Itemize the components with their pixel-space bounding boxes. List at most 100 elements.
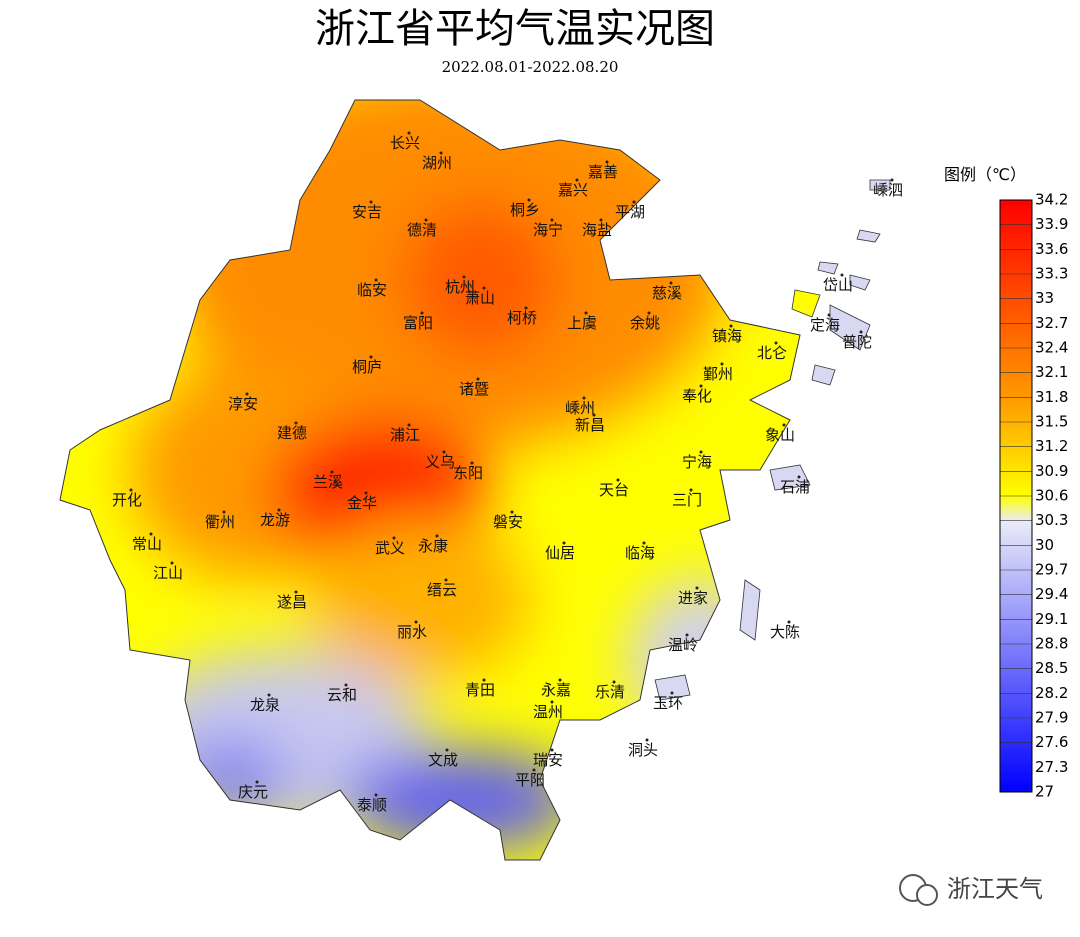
legend-swatch	[1000, 241, 1032, 245]
legend-swatch	[1000, 690, 1032, 694]
legend-tick-label: 33.6	[1035, 240, 1068, 258]
legend-swatch	[1000, 572, 1032, 576]
legend-swatch	[1000, 688, 1032, 692]
legend-swatch	[1000, 607, 1032, 610]
city-label: 文成	[428, 751, 458, 769]
legend-swatch	[1000, 648, 1032, 652]
legend-swatch	[1000, 513, 1032, 517]
legend-swatch	[1000, 567, 1032, 571]
city-label: 泰顺	[357, 796, 387, 814]
legend-tick-label: 27.6	[1035, 733, 1068, 751]
city-dot	[550, 218, 554, 222]
legend-swatch	[1000, 491, 1032, 495]
legend-swatch	[1000, 540, 1032, 544]
city-label: 东阳	[453, 464, 483, 482]
legend-swatch	[1000, 372, 1032, 376]
city-dot	[632, 200, 636, 204]
legend-swatch	[1000, 745, 1032, 749]
city-label: 玉环	[653, 694, 683, 712]
legend-swatch	[1000, 362, 1032, 366]
legend-swatch	[1000, 306, 1032, 310]
legend-swatch	[1000, 204, 1032, 208]
legend-swatch	[1000, 730, 1032, 734]
city-label: 柯桥	[507, 309, 537, 327]
legend-swatch	[1000, 451, 1032, 455]
legend-swatch	[1000, 234, 1032, 238]
legend-swatch	[1000, 636, 1032, 640]
legend-swatch	[1000, 611, 1032, 615]
legend-swatch	[1000, 407, 1032, 411]
legend-swatch	[1000, 782, 1032, 786]
legend-swatch	[1000, 335, 1032, 339]
city-label: 江山	[153, 564, 183, 582]
legend-swatch	[1000, 584, 1032, 588]
city-label: 三门	[672, 491, 702, 509]
city-label: 德清	[407, 221, 437, 239]
legend-swatch	[1000, 355, 1032, 359]
city-dot	[558, 678, 562, 682]
legend-swatch	[1000, 634, 1032, 638]
legend-swatch	[1000, 505, 1032, 509]
legend-swatch	[1000, 214, 1032, 218]
city-dot	[170, 561, 174, 565]
legend-tick-label: 33.3	[1035, 265, 1068, 283]
legend-swatch	[1000, 533, 1032, 536]
legend-swatch	[1000, 496, 1032, 499]
city-label: 桐乡	[510, 201, 540, 219]
legend-swatch	[1000, 254, 1032, 258]
legend-swatch	[1000, 209, 1032, 213]
legend-tick-label: 28.8	[1035, 635, 1068, 653]
city-label: 浦江	[390, 426, 420, 444]
legend-tick-label: 29.7	[1035, 561, 1068, 579]
legend-swatch	[1000, 348, 1032, 351]
legend-swatch	[1000, 224, 1032, 228]
legend-swatch	[1000, 525, 1032, 529]
legend-swatch	[1000, 461, 1032, 465]
legend-swatch	[1000, 426, 1032, 430]
legend-swatch	[1000, 722, 1032, 726]
city-label: 瑞安	[533, 751, 563, 769]
city-label: 温州	[533, 703, 563, 721]
city-dot	[642, 541, 646, 545]
legend-tick-label: 33	[1035, 289, 1054, 307]
legend-swatch	[1000, 565, 1032, 569]
legend-swatch	[1000, 720, 1032, 724]
map-subtitle: 2022.08.01-2022.08.20	[442, 58, 619, 76]
legend-swatch	[1000, 764, 1032, 768]
legend-swatch	[1000, 570, 1032, 573]
legend-swatch	[1000, 488, 1032, 492]
legend-swatch	[1000, 503, 1032, 507]
city-label: 兰溪	[313, 473, 343, 491]
legend-swatch	[1000, 382, 1032, 386]
legend-tick-label: 30.9	[1035, 462, 1068, 480]
city-dot	[599, 218, 603, 222]
legend-swatch	[1000, 520, 1032, 524]
legend-tick-label: 28.2	[1035, 684, 1068, 702]
legend-swatch	[1000, 296, 1032, 300]
legend-swatch	[1000, 278, 1032, 282]
legend-swatch	[1000, 259, 1032, 263]
legend-swatch	[1000, 486, 1032, 490]
city-label: 青田	[465, 681, 495, 699]
city-dot	[527, 198, 531, 202]
city-label: 建德	[277, 424, 307, 442]
legend-swatch	[1000, 732, 1032, 736]
city-dot	[695, 586, 699, 590]
legend-swatch	[1000, 653, 1032, 657]
legend-swatch	[1000, 547, 1032, 551]
city-dot	[424, 218, 428, 222]
city-label: 洞头	[628, 741, 658, 759]
legend-swatch	[1000, 330, 1032, 334]
city-dot	[129, 488, 133, 492]
legend-swatch	[1000, 644, 1032, 647]
legend-swatch	[1000, 619, 1032, 623]
legend-tick-label: 30.6	[1035, 487, 1068, 505]
city-dot	[439, 151, 443, 155]
legend-swatch	[1000, 271, 1032, 275]
city-dot	[605, 160, 609, 164]
legend-swatch	[1000, 552, 1032, 556]
city-label: 武义	[375, 539, 405, 557]
legend-swatch	[1000, 562, 1032, 566]
